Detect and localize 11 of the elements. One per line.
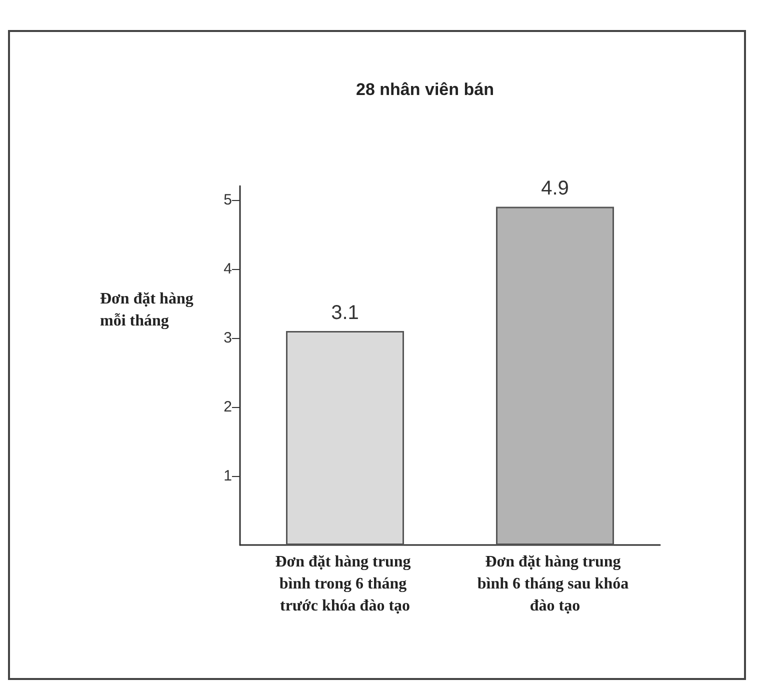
- y-tick-label: 3: [224, 329, 232, 346]
- y-tick-label: 5: [224, 191, 232, 208]
- data-label: 3.1: [331, 302, 359, 324]
- y-axis-title: Đơn đặt hàng mỗi tháng: [100, 290, 198, 330]
- y-tick-label: 4: [224, 260, 232, 278]
- x-tick-label: Đơn đặt hàng trung bình trong 6 tháng trước khóa đào tạo: [275, 554, 415, 614]
- x-tick-label: Đơn đặt hàng trung bình 6 tháng sau khóa đào tạo: [477, 554, 633, 614]
- data-label: 4.9: [541, 178, 569, 200]
- y-tick-label: 2: [224, 398, 232, 416]
- chart-title: 28 nhân viên bán: [356, 80, 494, 99]
- y-tick-label: 1: [224, 467, 232, 484]
